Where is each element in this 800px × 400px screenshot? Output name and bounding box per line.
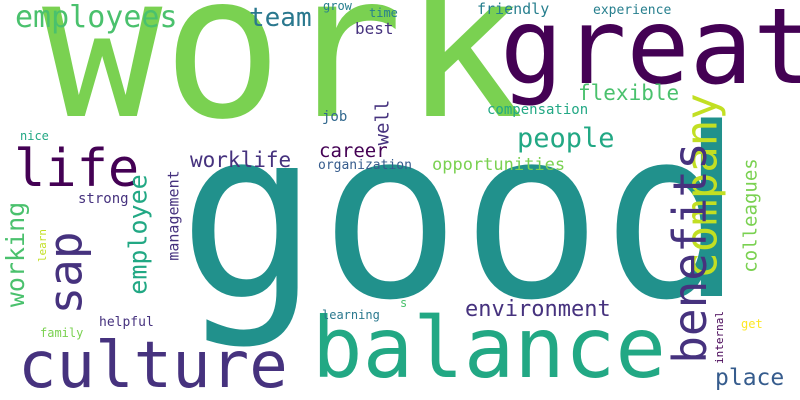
word-compensation: compensation: [487, 102, 589, 118]
word-team: team: [249, 3, 312, 33]
word-nice: nice: [20, 129, 49, 143]
word-friendly: friendly: [477, 0, 550, 18]
word-work: work: [42, 0, 524, 164]
word-get: get: [741, 317, 763, 331]
word-grow: grow: [323, 0, 352, 13]
word-employee: employee: [123, 174, 153, 295]
word-time: time: [369, 6, 398, 20]
word-learn: learn: [36, 228, 50, 263]
word-balance: balance: [312, 299, 667, 397]
word-s: s: [400, 296, 408, 310]
word-sap: sap: [38, 231, 93, 315]
word-opportunities: opportunities: [432, 155, 566, 175]
word-life: life: [14, 139, 140, 199]
word-experience: experience: [593, 3, 672, 18]
word-good: good: [178, 79, 744, 352]
word-learning: learning: [322, 308, 380, 322]
word-management: management: [164, 170, 183, 261]
word-employees: employees: [15, 0, 178, 35]
word-job: job: [322, 109, 348, 125]
word-great: great: [500, 0, 800, 108]
word-well: well: [371, 99, 394, 146]
word-career: career: [319, 140, 388, 162]
word-culture: culture: [18, 329, 288, 400]
word-people: people: [517, 123, 615, 154]
word-worklife: worklife: [190, 148, 292, 172]
word-strong: strong: [78, 191, 129, 207]
word-colleagues: colleagues: [739, 158, 762, 273]
word-family: family: [40, 326, 84, 340]
word-benefits: benefits: [662, 142, 717, 364]
word-flexible: flexible: [578, 81, 680, 105]
word-working: working: [1, 201, 31, 308]
word-best: best: [355, 19, 394, 38]
word-place: place: [715, 365, 785, 391]
word-organization: organization: [318, 158, 412, 173]
word-environment: environment: [465, 297, 611, 322]
word-internal: internal: [712, 311, 726, 364]
word-helpful: helpful: [99, 315, 154, 330]
